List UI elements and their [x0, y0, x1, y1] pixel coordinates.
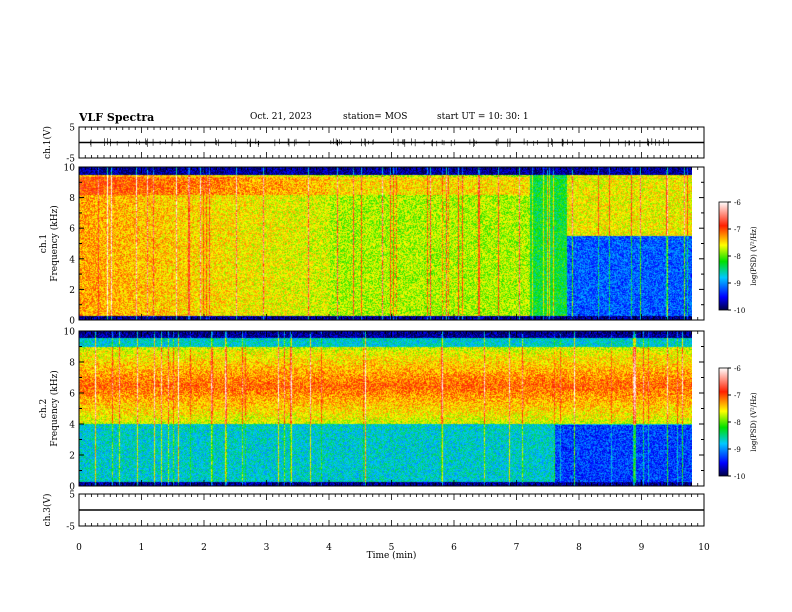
panel-4-ytick-label: 5 — [69, 491, 75, 501]
panel-3-ylabel-line: ch.2 — [39, 399, 49, 418]
panel-4-xtick-label: 6 — [451, 543, 457, 553]
panel-4-xtick-label: 9 — [639, 543, 645, 553]
panel-3-colorbar-tick-label: -9 — [734, 446, 741, 454]
panel-1-ytick-label: 5 — [69, 124, 75, 134]
panel-2-ylabel-line: Frequency (kHz) — [49, 205, 60, 282]
panel-3-image — [79, 331, 692, 486]
panel-2-colorbar-tick-label: -6 — [734, 199, 741, 207]
panel-2-colorbar-tick-label: -7 — [734, 226, 741, 234]
station-label: station= MOS — [343, 112, 408, 122]
panel-4-xtick-label: 5 — [389, 543, 395, 553]
panel-2-colorbar — [718, 201, 729, 311]
panel-4-ytick-label: -5 — [66, 523, 75, 533]
spectrogram-images — [79, 167, 692, 486]
panel-3-ytick-label: 2 — [69, 452, 75, 462]
panel-4-xlabel: Time (min) — [367, 550, 417, 561]
panel-3-ytick-label: 0 — [69, 483, 75, 493]
date-label: Oct. 21, 2023 — [250, 112, 312, 122]
panel-4-ylabel: ch.3(V) — [42, 494, 53, 527]
panel-3-colorbar-tick-label: -8 — [734, 419, 741, 427]
panel-3-colorbar-tick-label: -7 — [734, 392, 741, 400]
panel-2-ytick-label: 8 — [69, 194, 75, 204]
panel-1-ytick-label: -5 — [66, 155, 75, 165]
panel-2-image — [79, 167, 692, 320]
panel-4-xtick-label: 0 — [76, 543, 82, 553]
panel-3-ytick-label: 4 — [69, 421, 75, 431]
panel-4-xtick-label: 1 — [139, 543, 145, 553]
panel-2-ytick-label: 0 — [69, 317, 75, 327]
panel-2-ytick-label: 6 — [69, 225, 75, 235]
panel-4-xtick-label: 2 — [201, 543, 207, 553]
start-time-label: start UT = 10: 30: 1 — [437, 112, 529, 122]
panel-2-ytick-label: 10 — [64, 164, 76, 174]
figure-title: VLF Spectra — [79, 111, 155, 124]
panel-2-ylabel-line: ch.1 — [39, 234, 49, 253]
panel-4-xtick-label: 3 — [264, 543, 270, 553]
panel-2-ytick-label: 4 — [69, 255, 75, 265]
panel-4-xtick-label: 7 — [514, 543, 520, 553]
panel-2-colorbar-label: log(PSD) (V²/Hz) — [750, 226, 758, 285]
panel-2-ytick-label: 2 — [69, 286, 75, 296]
panel-4-xtick-label: 8 — [576, 543, 582, 553]
panel-4-xtick-label: 10 — [698, 543, 710, 553]
axes-frames — [78, 126, 731, 527]
panel-3-ylabel-line: Frequency (kHz) — [49, 370, 60, 447]
panel-3-ytick-label: 6 — [69, 390, 75, 400]
panel-2-colorbar-tick-label: -10 — [734, 307, 745, 315]
panel-3-ytick-label: 8 — [69, 359, 75, 369]
voltage-traces — [79, 138, 704, 511]
panel-2-colorbar-tick-label: -9 — [734, 280, 741, 288]
panel-3-colorbar — [718, 367, 729, 477]
panel-3-ytick-label: 10 — [64, 328, 76, 338]
panel-1-ylabel: ch.1(V) — [42, 126, 53, 159]
panel-2-colorbar-tick-label: -8 — [734, 253, 741, 261]
panel-3-colorbar-tick-label: -10 — [734, 473, 745, 481]
panel-4-xtick-label: 4 — [326, 543, 332, 553]
panel-3-colorbar-label: log(PSD) (V²/Hz) — [750, 392, 758, 451]
panel-3-colorbar-tick-label: -6 — [734, 365, 741, 373]
